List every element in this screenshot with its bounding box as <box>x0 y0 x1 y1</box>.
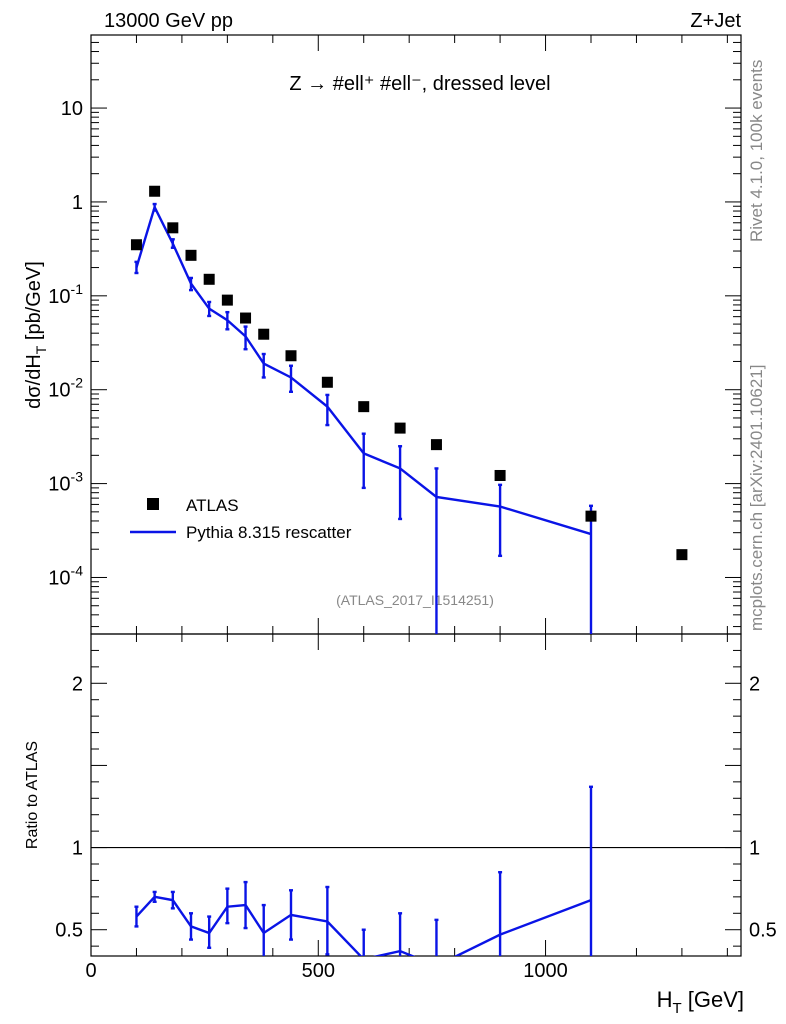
mc-series-ratio <box>134 785 593 956</box>
legend-atlas-label: ATLAS <box>186 496 239 515</box>
ratio-y-tick-label-right: 0.5 <box>749 920 777 942</box>
top-y-tick-label: 10-4 <box>48 562 83 589</box>
atlas-point <box>203 273 215 285</box>
atlas-point <box>585 510 597 522</box>
mcplots-label: mcplots.cern.ch [arXiv:2401.10621] <box>747 365 766 631</box>
ratio-y-tick-labels: 0.5 0.5 1 1 2 2 <box>55 673 777 941</box>
top-y-tick-label: 1 <box>72 192 83 214</box>
legend: ATLAS Pythia 8.315 rescatter <box>130 496 352 542</box>
x-tick-label: 1000 <box>523 960 568 982</box>
top-y-tick-label: 10 <box>61 98 83 120</box>
process-label: Z → #ell⁺ #ell⁻, dressed level <box>289 73 550 95</box>
top-y-tick-label: 10-2 <box>48 375 83 402</box>
atlas-point <box>358 401 370 413</box>
atlas-point <box>285 350 297 362</box>
header-left: 13000 GeV pp <box>104 10 233 32</box>
atlas-point <box>394 422 406 434</box>
atlas-point <box>130 239 142 251</box>
x-tick-labels: 0 500 1000 <box>85 960 567 982</box>
ratio-y-tick-label-left: 1 <box>72 838 83 860</box>
top-y-tick-label: 10-3 <box>48 469 83 496</box>
atlas-point <box>676 549 688 561</box>
ratio-y-tick-label-left: 0.5 <box>55 920 83 942</box>
atlas-point <box>240 312 252 324</box>
top-y-tick-labels: 10-4 10-3 10-2 10-1 1 10 <box>48 98 83 589</box>
atlas-point <box>321 376 333 388</box>
header-right: Z+Jet <box>690 10 741 32</box>
mc-series-top <box>134 202 593 634</box>
legend-atlas-marker <box>147 498 159 510</box>
ratio-y-axis-label: Ratio to ATLAS <box>24 741 41 849</box>
analysis-tag: (ATLAS_2017_I1514251) <box>336 592 494 608</box>
ratio-y-tick-label-left: 2 <box>72 673 83 695</box>
atlas-point <box>221 294 233 306</box>
atlas-point <box>149 185 161 197</box>
atlas-point <box>185 249 197 261</box>
x-tick-label: 0 <box>85 960 96 982</box>
ratio-y-tick-label-right: 1 <box>749 838 760 860</box>
atlas-point <box>258 328 270 340</box>
ratio-y-tick-label-right: 2 <box>749 673 760 695</box>
atlas-series-top <box>130 185 688 561</box>
x-tick-label: 500 <box>302 960 335 982</box>
atlas-point <box>167 222 179 234</box>
x-axis-label: HT [GeV] <box>657 987 744 1017</box>
ratio-panel-frame <box>90 633 742 957</box>
legend-mc-label: Pythia 8.315 rescatter <box>186 523 352 542</box>
top-panel-frame <box>90 34 742 635</box>
top-y-axis-label: dσ/dHT [pb/GeV] <box>23 261 49 409</box>
axis-ticks <box>90 34 741 956</box>
top-y-tick-label: 10-1 <box>48 281 83 308</box>
atlas-point <box>494 469 506 481</box>
rivet-version-label: Rivet 4.1.0, 100k events <box>747 60 766 242</box>
atlas-point <box>430 439 442 451</box>
